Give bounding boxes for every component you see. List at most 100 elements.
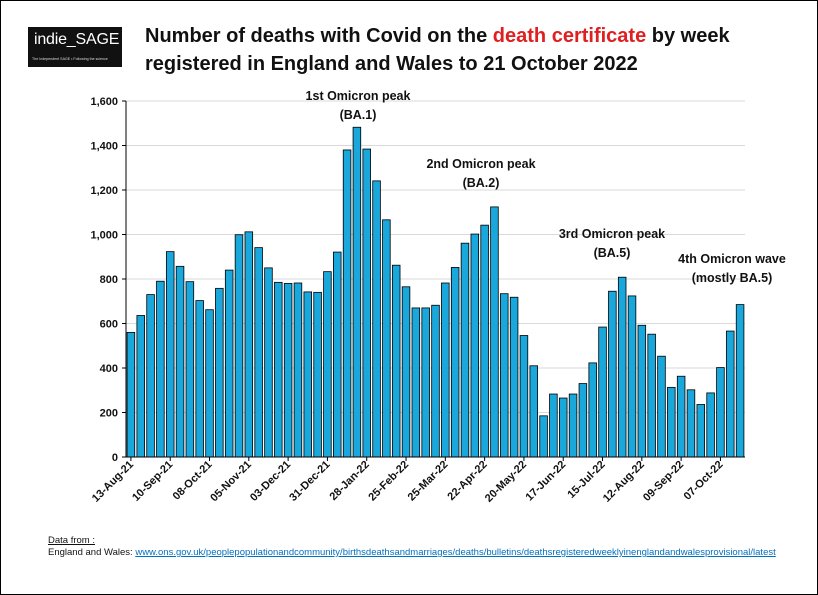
source-link[interactable]: www.ons.gov.uk/peoplepopulationandcommun… <box>135 547 776 558</box>
title-part-1: Number of deaths with Covid on the <box>145 25 493 47</box>
bar <box>726 330 735 458</box>
bar <box>215 287 224 458</box>
bar <box>205 309 214 458</box>
bar <box>657 355 666 458</box>
x-tick-label: 31-Dec-21 <box>287 459 332 504</box>
title-highlight: death certificate <box>492 25 647 47</box>
x-tick-label: 09-Sep-22 <box>641 459 686 504</box>
bar <box>598 326 607 458</box>
bar <box>706 392 715 458</box>
bar <box>323 271 332 458</box>
bar <box>293 282 303 458</box>
bar <box>696 404 706 458</box>
bar <box>578 383 588 458</box>
bar <box>264 267 273 458</box>
y-tick-label: 1,400 <box>90 141 118 153</box>
x-tick-label: 20-May-22 <box>483 459 529 505</box>
page-title: Number of deaths with Covid on the death… <box>145 22 745 78</box>
bar <box>549 393 558 458</box>
bar <box>686 389 696 458</box>
bar <box>234 234 244 458</box>
bar <box>450 267 460 458</box>
x-tick-label: 05-Nov-21 <box>208 459 254 505</box>
bar <box>431 304 440 458</box>
bar <box>352 126 362 458</box>
bar <box>146 294 155 458</box>
bar <box>608 290 617 458</box>
y-tick-label: 1,600 <box>90 96 118 108</box>
bar <box>490 206 499 458</box>
bar <box>303 291 313 458</box>
x-tick-label: 12-Aug-22 <box>601 459 647 505</box>
bar <box>519 335 529 458</box>
bar <box>627 295 637 458</box>
y-tick-label: 1,000 <box>90 230 118 242</box>
bar <box>195 300 204 458</box>
x-tick-label: 03-Dec-21 <box>248 459 293 504</box>
source-label: England and Wales: <box>48 547 133 558</box>
annotation-label: 2nd Omicron peak <box>426 157 535 171</box>
bar <box>391 264 401 458</box>
y-tick-label: 0 <box>112 452 118 464</box>
bar <box>509 296 519 458</box>
logo-tagline: The Independent SAGE • Following the sci… <box>32 57 108 61</box>
annotation-sublabel: (BA.1) <box>340 108 377 122</box>
bar <box>617 276 627 458</box>
bar <box>470 233 480 458</box>
bar <box>283 283 293 458</box>
bar <box>342 149 352 458</box>
y-tick-label: 400 <box>100 363 118 375</box>
annotation-label: 4th Omicron wave <box>678 252 786 266</box>
bar <box>647 333 656 458</box>
bar <box>735 304 745 458</box>
x-tick-label: 10-Sep-21 <box>130 459 175 504</box>
annotation-sublabel: (mostly BA.5) <box>692 271 773 285</box>
bar <box>676 375 686 458</box>
bar <box>460 242 470 458</box>
y-tick-label: 800 <box>100 274 118 286</box>
x-tick-label: 13-Aug-21 <box>90 459 136 505</box>
bar <box>480 224 489 458</box>
bar <box>362 148 371 458</box>
x-tick-label: 07-Oct-22 <box>682 459 726 503</box>
bar <box>500 293 509 458</box>
bar <box>441 282 450 458</box>
bar <box>126 331 136 458</box>
annotation-label: 3rd Omicron peak <box>559 227 665 241</box>
indie-sage-logo: indie_SAGE The Independent SAGE • Follow… <box>28 27 122 67</box>
bar <box>588 362 597 458</box>
bar <box>568 393 578 458</box>
bar <box>539 415 548 458</box>
bar <box>667 386 676 458</box>
bar <box>165 251 175 458</box>
bar <box>401 286 411 458</box>
source-heading: Data from : <box>48 535 95 546</box>
bar <box>333 251 342 458</box>
bar <box>185 281 195 458</box>
title-part-2: by week registered in England and Wales … <box>145 25 730 75</box>
bar <box>156 280 165 458</box>
bar <box>372 180 381 458</box>
data-source: Data from : England and Wales: www.ons.g… <box>48 535 776 559</box>
bar <box>421 307 430 458</box>
bar <box>244 231 254 458</box>
bar <box>254 247 263 458</box>
x-tick-label: 28-Jan-22 <box>327 459 371 503</box>
annotation-sublabel: (BA.2) <box>463 176 500 190</box>
x-tick-label: 17-Jun-22 <box>524 459 569 504</box>
bar <box>274 281 283 458</box>
bar <box>313 291 322 458</box>
bar <box>637 324 647 458</box>
y-tick-label: 200 <box>100 408 118 420</box>
annotation-label: 1st Omicron peak <box>306 89 411 103</box>
x-tick-label: 25-Feb-22 <box>366 459 411 504</box>
bar <box>175 265 185 458</box>
bar <box>716 367 725 458</box>
annotation-sublabel: (BA.5) <box>594 246 631 260</box>
bar <box>411 307 421 458</box>
bar <box>136 315 145 458</box>
bar <box>224 269 234 458</box>
bar <box>529 365 538 458</box>
bar <box>558 397 568 458</box>
